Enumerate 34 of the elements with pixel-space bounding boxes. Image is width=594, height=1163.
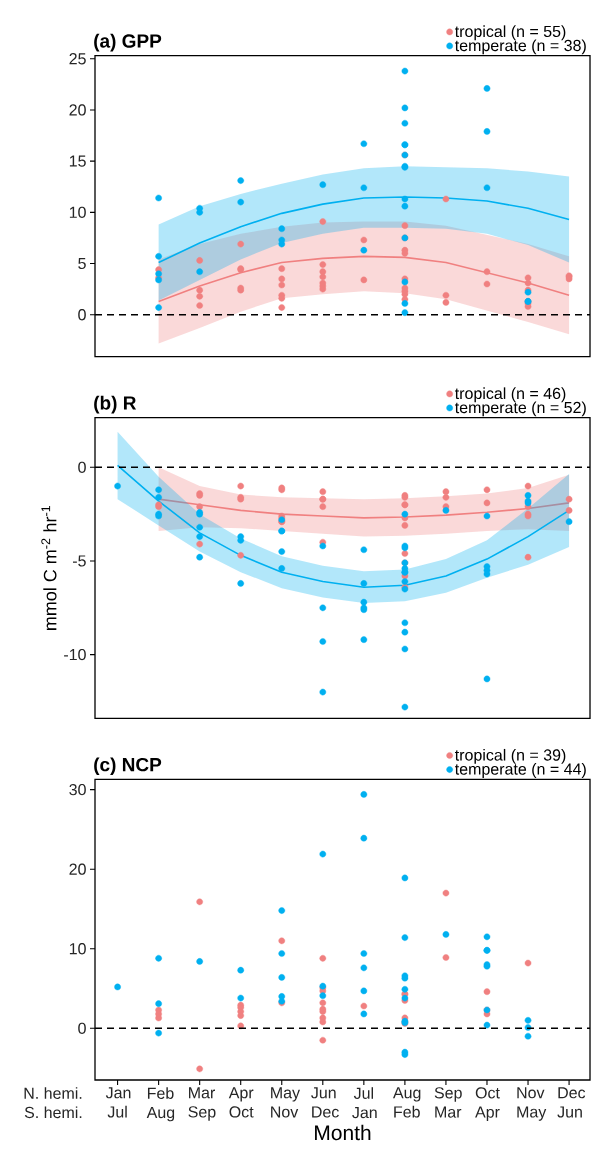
- y-tick-label: 15: [69, 155, 86, 167]
- x-tick-label: Jul Jan: [352, 1087, 377, 1119]
- y-tick-label: 20: [69, 863, 86, 875]
- text: S. hemi.: [24, 1106, 82, 1119]
- chart-title: (b) R: [94, 395, 137, 414]
- x-tick-label: Jan Jul: [105, 1087, 131, 1118]
- y-tick-label: -5: [72, 555, 86, 567]
- y-tick-label: 0: [78, 309, 86, 321]
- x-tick-label: Mar Sep: [188, 1087, 216, 1121]
- y-tick-label: 0: [78, 461, 86, 473]
- x-axis-title: Month: [315, 1124, 371, 1141]
- legend-label: tropical (n = 39): [454, 748, 566, 764]
- x-tick-label: Feb Aug: [146, 1087, 175, 1122]
- x-tick-label: Aug Feb: [392, 1087, 421, 1118]
- x-tick-label: Sep Mar: [434, 1087, 462, 1118]
- x-tick-label: Apr Oct: [228, 1087, 254, 1118]
- x-tick-label: May Nov: [271, 1087, 300, 1118]
- legend-label: temperate (n = 44): [454, 763, 586, 778]
- y-tick-label: 25: [69, 53, 86, 65]
- x-tick-label: Nov May: [517, 1087, 547, 1121]
- y-axis-title: mmol C m$^{-2}$ hr$^{-1}$: [41, 505, 57, 630]
- y-tick-label: 5: [78, 257, 86, 270]
- y-tick-label: -10: [64, 648, 86, 661]
- x-tick-label: Jun Dec: [311, 1087, 339, 1118]
- x-tick-label: Oct Apr: [475, 1087, 500, 1121]
- y-tick-label: 10: [69, 206, 86, 218]
- y-tick-label: 30: [69, 783, 86, 796]
- chart-title: (a) GPP: [94, 33, 162, 52]
- text: N. hemi.: [24, 1087, 82, 1099]
- y-tick-label: 0: [78, 1022, 86, 1034]
- y-tick-label: 10: [69, 943, 86, 955]
- chart-title: (c) NCP: [94, 757, 162, 776]
- x-tick-label: Dec Jun: [557, 1087, 586, 1118]
- y-tick-label: 20: [69, 104, 86, 116]
